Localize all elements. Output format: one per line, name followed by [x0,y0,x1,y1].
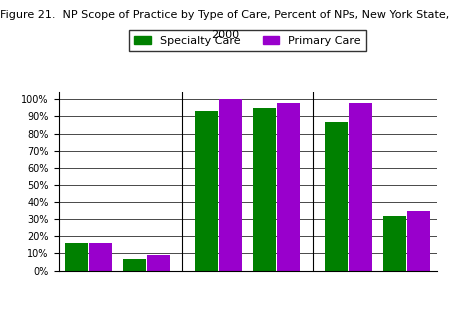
Bar [252,108,275,271]
Bar [382,216,405,271]
Bar [122,259,146,271]
Bar [407,211,430,271]
Bar [220,99,243,271]
Bar [195,111,218,271]
Bar [277,103,300,271]
Bar [349,103,373,271]
Text: 2000: 2000 [211,30,239,40]
Text: Figure 21.  NP Scope of Practice by Type of Care, Percent of NPs, New York State: Figure 21. NP Scope of Practice by Type … [0,10,450,20]
Bar [147,255,170,271]
Bar [90,243,112,271]
Legend: Specialty Care, Primary Care: Specialty Care, Primary Care [129,30,366,51]
Bar [325,121,348,271]
Bar [65,243,88,271]
